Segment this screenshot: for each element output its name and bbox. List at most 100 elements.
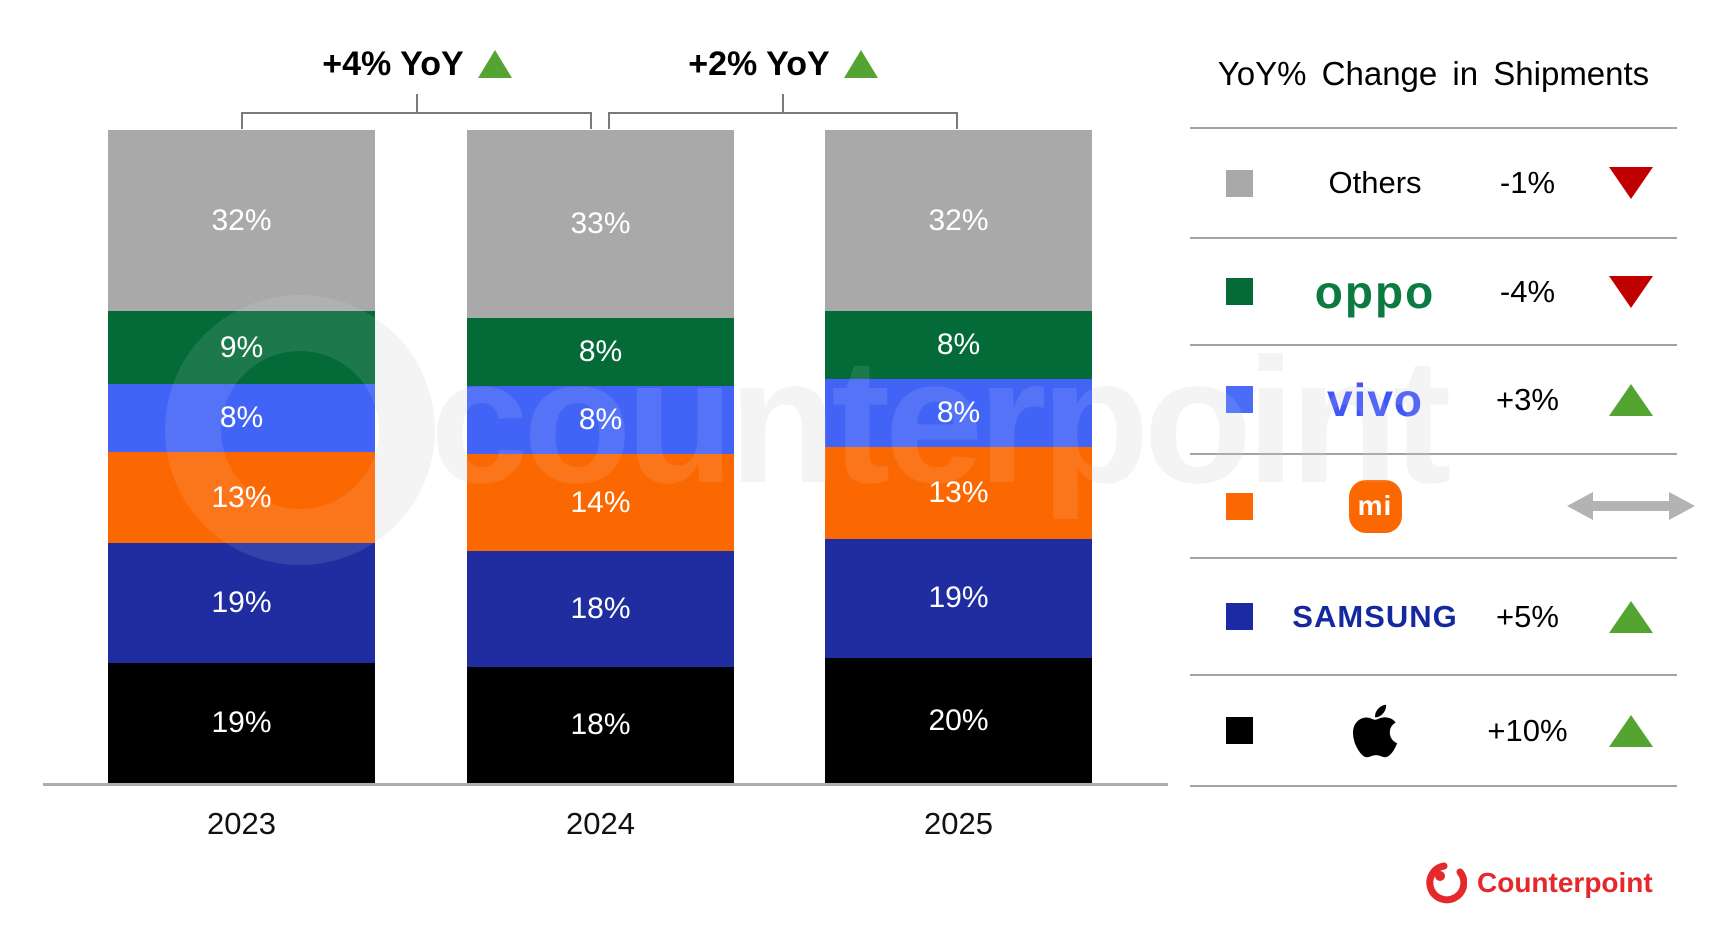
segment-value-label: 13% xyxy=(928,475,989,509)
segment-value-label: 9% xyxy=(219,330,264,364)
segment-value-label: 8% xyxy=(936,328,981,362)
legend-row-samsung: SAMSUNG +5% xyxy=(1190,557,1677,674)
segment-value-label: 13% xyxy=(211,480,272,514)
legend-swatch-mi xyxy=(1226,492,1253,520)
yoy-annotation-2024: +4% YoY xyxy=(227,42,607,86)
counterpoint-logo-icon xyxy=(1426,862,1467,904)
legend-brand-samsung: SAMSUNG xyxy=(1280,599,1470,635)
flat-arrow-icon xyxy=(1567,492,1695,520)
trend-down-icon xyxy=(1585,275,1677,308)
stacked-bar-2024: 33% 8% 8% 14% 18% 18% xyxy=(467,130,734,783)
legend-brand-others: Others xyxy=(1280,165,1470,201)
bar-segment-xiaomi-2024: 14% xyxy=(467,454,734,551)
yoy-annotation-label: +2% YoY xyxy=(688,44,830,83)
legend-change-apple: +10% xyxy=(1487,712,1568,748)
x-axis-label-2024: 2024 xyxy=(566,806,635,841)
yoy-bracket-stub-left xyxy=(416,94,418,113)
legend-row-vivo: vivo +3% xyxy=(1190,344,1677,453)
legend-swatch-oppo xyxy=(1226,278,1253,305)
bar-segment-xiaomi-2025: 13% xyxy=(825,447,1092,539)
legend-brand-vivo: vivo xyxy=(1280,373,1470,427)
segment-value-label: 32% xyxy=(211,203,272,237)
trend-up-icon xyxy=(1585,600,1677,633)
up-triangle-icon xyxy=(1609,600,1653,633)
up-triangle-icon xyxy=(1609,714,1653,747)
legend-change-samsung: +5% xyxy=(1496,598,1559,634)
legend-title: YoY% Change in Shipments xyxy=(1217,55,1650,92)
segment-value-label: 19% xyxy=(211,706,272,740)
bar-segment-apple-2024: 18% xyxy=(467,667,734,783)
bar-segment-others-2025: 32% xyxy=(825,130,1092,312)
yoy-annotation-2025: +2% YoY xyxy=(593,42,973,86)
bar-segment-oppo-2025: 8% xyxy=(825,311,1092,380)
counterpoint-brand-label: Counterpoint xyxy=(1477,867,1653,898)
bar-segment-apple-2023: 19% xyxy=(108,663,375,783)
trend-down-icon xyxy=(1585,167,1677,199)
yoy-bracket-2023-2024 xyxy=(241,112,592,129)
x-axis-label-2023: 2023 xyxy=(207,806,276,841)
bar-segment-others-2023: 32% xyxy=(108,130,375,312)
legend-brand-apple xyxy=(1280,701,1470,761)
legend-row-oppo: oppo -4% xyxy=(1190,237,1677,344)
xiaomi-mi-logo: mi xyxy=(1348,479,1402,533)
up-triangle-icon xyxy=(1609,383,1653,416)
stacked-bar-2025: 32% 8% 8% 13% 19% 20% xyxy=(825,130,1092,783)
stacked-bar-2023: 32% 9% 8% 13% 19% 19% xyxy=(108,130,375,783)
trend-up-icon xyxy=(1585,714,1677,747)
segment-value-label: 20% xyxy=(928,703,989,737)
yoy-bracket-stub-right xyxy=(782,94,784,113)
bar-segment-apple-2025: 20% xyxy=(825,658,1092,783)
bar-segment-vivo-2023: 8% xyxy=(108,383,375,452)
oppo-logo: oppo xyxy=(1314,265,1436,318)
up-triangle-icon xyxy=(843,50,878,78)
segment-value-label: 33% xyxy=(570,206,631,240)
legend-change-oppo: -4% xyxy=(1499,273,1556,309)
down-triangle-icon xyxy=(1609,167,1653,199)
bar-segment-vivo-2025: 8% xyxy=(825,379,1092,448)
bar-segment-vivo-2024: 8% xyxy=(467,385,734,455)
trend-up-icon xyxy=(1585,383,1677,416)
legend-swatch-others xyxy=(1226,169,1253,197)
bar-segment-samsung-2025: 19% xyxy=(825,538,1092,659)
segment-value-label: 18% xyxy=(570,708,631,741)
legend: Others -1% oppo -4% vivo +3% mi SAMSUNG +5% +10% xyxy=(1190,127,1695,787)
bar-segment-oppo-2023: 9% xyxy=(108,311,375,384)
segment-value-label: 8% xyxy=(578,403,623,436)
legend-change-others: -1% xyxy=(1499,165,1556,200)
segment-value-label: 32% xyxy=(928,203,989,237)
legend-swatch-vivo xyxy=(1226,386,1253,413)
segment-value-label: 8% xyxy=(219,400,264,434)
legend-row-mi: mi xyxy=(1190,453,1695,557)
counterpoint-brand: Counterpoint xyxy=(1421,860,1653,906)
bar-segment-others-2024: 33% xyxy=(467,130,734,318)
bar-segment-oppo-2024: 8% xyxy=(467,317,734,386)
legend-brand-label: Others xyxy=(1328,165,1422,200)
down-triangle-icon xyxy=(1609,275,1653,308)
legend-row-apple: +10% xyxy=(1190,674,1677,785)
apple-logo-icon xyxy=(1352,704,1398,757)
x-axis-line xyxy=(43,783,1168,786)
bar-segment-xiaomi-2023: 13% xyxy=(108,451,375,544)
segment-value-label: 8% xyxy=(936,396,981,430)
x-axis-label-2025: 2025 xyxy=(924,806,993,841)
segment-value-label: 19% xyxy=(211,586,272,620)
segment-value-label: 18% xyxy=(570,592,631,625)
legend-swatch-apple xyxy=(1226,717,1253,744)
vivo-logo: vivo xyxy=(1326,373,1424,426)
legend-row-others: Others -1% xyxy=(1190,127,1677,237)
bar-segment-samsung-2024: 18% xyxy=(467,551,734,667)
legend-brand-mi: mi xyxy=(1280,479,1470,533)
up-triangle-icon xyxy=(477,50,512,78)
trend-flat-icon xyxy=(1567,492,1695,520)
segment-value-label: 14% xyxy=(570,485,631,519)
bar-segment-samsung-2023: 19% xyxy=(108,543,375,664)
legend-brand-oppo: oppo xyxy=(1280,265,1470,319)
segment-value-label: 8% xyxy=(578,334,623,368)
legend-swatch-samsung xyxy=(1226,603,1253,630)
segment-value-label: 19% xyxy=(928,581,989,615)
legend-change-vivo: +3% xyxy=(1496,381,1559,417)
yoy-annotation-label: +4% YoY xyxy=(322,44,464,83)
yoy-bracket-2024-2025 xyxy=(608,112,958,129)
samsung-logo: SAMSUNG xyxy=(1292,598,1458,634)
